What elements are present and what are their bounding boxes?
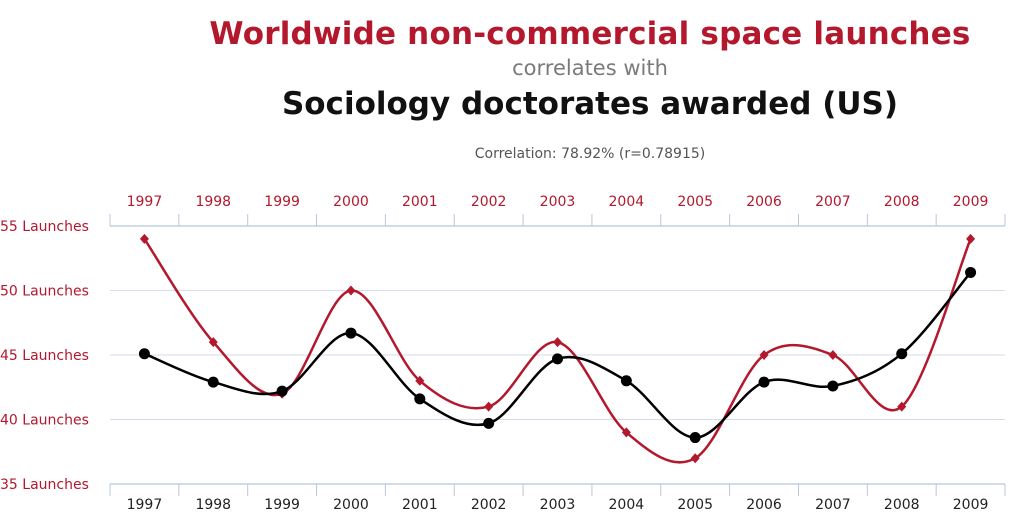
- x-tick-label-top: 1997: [127, 194, 163, 210]
- data-point-doctorates: [345, 327, 357, 339]
- x-tick-label-bottom: 1998: [195, 497, 231, 513]
- x-tick-label-bottom: 1997: [127, 497, 163, 513]
- data-point-launches: [966, 233, 976, 244]
- x-tick-label-bottom: 2008: [884, 497, 920, 513]
- data-point-doctorates: [552, 353, 563, 365]
- x-tick-label-bottom: 2000: [333, 497, 369, 513]
- x-tick-label-bottom: 2005: [677, 497, 713, 513]
- data-point-launches: [828, 350, 838, 360]
- data-point-launches: [553, 337, 562, 348]
- data-point-launches: [897, 401, 907, 412]
- data-point-launches: [484, 401, 494, 412]
- x-tick-label-top: 2004: [609, 194, 645, 210]
- series-line-launches: [143, 238, 972, 464]
- chart-title-series1: Worldwide non-commercial space launches: [209, 16, 971, 52]
- data-point-doctorates: [276, 385, 288, 397]
- data-point-doctorates: [620, 375, 632, 387]
- data-point-launches: [139, 233, 149, 244]
- y-tick-label: 40 Launches: [0, 413, 89, 429]
- x-tick-label-bottom: 2004: [609, 497, 645, 513]
- x-tick-label-bottom: 2001: [402, 497, 438, 513]
- data-point-doctorates: [689, 432, 701, 444]
- x-tick-label-bottom: 2002: [471, 497, 507, 513]
- x-tick-label-top: 2009: [953, 194, 989, 210]
- data-point-launches: [346, 285, 356, 296]
- x-tick-label-top: 2002: [471, 194, 507, 210]
- x-tick-label-bottom: 2007: [815, 497, 851, 513]
- x-tick-label-top: 1998: [195, 194, 231, 210]
- data-point-doctorates: [827, 380, 839, 392]
- data-point-doctorates: [965, 266, 977, 278]
- x-tick-label-top: 2000: [333, 194, 369, 210]
- x-tick-label-top: 2003: [540, 194, 576, 210]
- y-tick-label: 50 Launches: [0, 284, 89, 300]
- data-point-launches: [621, 427, 631, 438]
- x-tick-label-top: 2008: [884, 194, 920, 210]
- data-point-doctorates: [138, 348, 150, 360]
- data-point-launches: [690, 453, 700, 464]
- x-tick-label-top: 2005: [677, 194, 713, 210]
- y-tick-label: 35 Launches: [0, 477, 89, 493]
- x-tick-label-bottom: 2006: [746, 497, 782, 513]
- data-point-launches: [415, 375, 425, 386]
- correlation-subtitle: Correlation: 78.92% (r=0.78915): [474, 146, 706, 162]
- chart-title-connector: correlates with: [512, 56, 668, 80]
- x-tick-label-bottom: 2009: [953, 497, 989, 513]
- x-tick-label-bottom: 1999: [264, 497, 300, 513]
- x-tick-label-top: 2001: [402, 194, 438, 210]
- data-point-launches: [208, 337, 218, 348]
- x-tick-label-top: 2007: [815, 194, 851, 210]
- data-point-doctorates: [207, 376, 219, 388]
- chart-title-series2: Sociology doctorates awarded (US): [281, 86, 899, 122]
- y-tick-label: 55 Launches: [0, 219, 89, 235]
- data-point-doctorates: [758, 376, 770, 388]
- x-tick-label-top: 1999: [264, 194, 300, 210]
- data-point-doctorates: [896, 348, 908, 360]
- x-tick-label-bottom: 2003: [540, 497, 576, 513]
- x-tick-label-top: 2006: [746, 194, 782, 210]
- data-point-launches: [759, 350, 769, 360]
- data-point-doctorates: [483, 417, 495, 429]
- data-point-doctorates: [414, 393, 426, 405]
- y-tick-label: 45 Launches: [0, 348, 89, 364]
